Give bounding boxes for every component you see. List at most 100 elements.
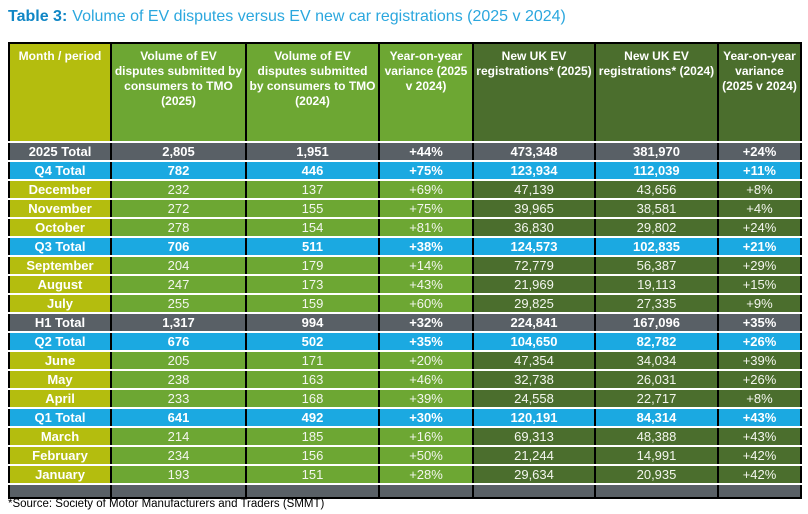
value-cell-disputes-variance <box>379 484 474 499</box>
value-cell-disputes-variance: +69% <box>379 180 474 200</box>
row-2025-total: 2025 Total 2,805 1,951 +44% 473,348 381,970 +2… <box>9 142 802 162</box>
value-cell-registrations-2025: 32,738 <box>473 370 596 390</box>
value-cell-registrations-2024: 19,113 <box>595 275 719 295</box>
row-may: May 238 163 +46% 32,738 26,031 +26% <box>9 370 802 390</box>
value-cell-disputes-2025 <box>111 484 247 499</box>
value-cell-registrations-2025: 47,354 <box>473 351 596 371</box>
row-july: July 255 159 +60% 29,825 27,335 +9% <box>9 294 802 314</box>
value-cell-registrations-2024: 26,031 <box>595 370 719 390</box>
period-label-cell: January <box>9 465 112 485</box>
value-cell-registrations-variance: +43% <box>718 427 802 447</box>
period-label-cell: H1 Total <box>9 313 112 333</box>
value-cell-registrations-variance: +11% <box>718 161 802 181</box>
value-cell-disputes-variance: +60% <box>379 294 474 314</box>
value-cell-registrations-2024: 112,039 <box>595 161 719 181</box>
column-header-disputes-2025: Volume of EV disputes submitted by consu… <box>111 43 247 143</box>
value-cell-registrations-2025: 69,313 <box>473 427 596 447</box>
value-cell-disputes-2024: 137 <box>246 180 380 200</box>
value-cell-disputes-variance: +75% <box>379 161 474 181</box>
value-cell-registrations-variance: +9% <box>718 294 802 314</box>
value-cell-registrations-2024: 82,782 <box>595 332 719 352</box>
value-cell-registrations-2025: 72,779 <box>473 256 596 276</box>
value-cell-disputes-2025: 1,317 <box>111 313 247 333</box>
value-cell-registrations-2025: 120,191 <box>473 408 596 428</box>
value-cell-disputes-2025: 272 <box>111 199 247 219</box>
period-label-cell: April <box>9 389 112 409</box>
value-cell-disputes-2025: 247 <box>111 275 247 295</box>
row-september: September 204 179 +14% 72,779 56,387 +29% <box>9 256 802 276</box>
row-q1-total: Q1 Total 641 492 +30% 120,191 84,314 +43% <box>9 408 802 428</box>
period-label-cell: Q4 Total <box>9 161 112 181</box>
value-cell-disputes-2025: 255 <box>111 294 247 314</box>
period-label-cell: 2025 Total <box>9 142 112 162</box>
value-cell-registrations-2024: 29,802 <box>595 218 719 238</box>
value-cell-registrations-2024: 27,335 <box>595 294 719 314</box>
period-label-cell: October <box>9 218 112 238</box>
value-cell-disputes-variance: +46% <box>379 370 474 390</box>
value-cell-registrations-variance: +42% <box>718 465 802 485</box>
row-h1-total: H1 Total 1,317 994 +32% 224,841 167,096 +35% <box>9 313 802 333</box>
row-february: February 234 156 +50% 21,244 14,991 +42% <box>9 446 802 466</box>
value-cell-registrations-2025: 29,825 <box>473 294 596 314</box>
row-april: April 233 168 +39% 24,558 22,717 +8% <box>9 389 802 409</box>
header-row: Month / period Volume of EV disputes subm… <box>9 43 802 143</box>
value-cell-registrations-2024: 14,991 <box>595 446 719 466</box>
period-label-cell: November <box>9 199 112 219</box>
value-cell-disputes-variance: +32% <box>379 313 474 333</box>
value-cell-registrations-2024: 102,835 <box>595 237 719 257</box>
value-cell-registrations-2024: 43,656 <box>595 180 719 200</box>
column-header-registrations-2024: New UK EV registrations* (2024) <box>595 43 719 143</box>
empty-row <box>9 484 802 499</box>
value-cell-disputes-variance: +75% <box>379 199 474 219</box>
value-cell-registrations-variance: +26% <box>718 370 802 390</box>
period-label-cell <box>9 484 112 499</box>
row-october: October 278 154 +81% 36,830 29,802 +24% <box>9 218 802 238</box>
value-cell-disputes-2025: 238 <box>111 370 247 390</box>
value-cell-registrations-2024: 167,096 <box>595 313 719 333</box>
value-cell-registrations-2025: 124,573 <box>473 237 596 257</box>
value-cell-disputes-2025: 234 <box>111 446 247 466</box>
value-cell-registrations-2025: 24,558 <box>473 389 596 409</box>
period-label-cell: March <box>9 427 112 447</box>
value-cell-registrations-variance: +15% <box>718 275 802 295</box>
value-cell-registrations-variance <box>718 484 802 499</box>
value-cell-registrations-2024: 48,388 <box>595 427 719 447</box>
value-cell-disputes-variance: +30% <box>379 408 474 428</box>
value-cell-disputes-variance: +38% <box>379 237 474 257</box>
period-label-cell: February <box>9 446 112 466</box>
value-cell-disputes-2025: 204 <box>111 256 247 276</box>
value-cell-disputes-2024: 155 <box>246 199 380 219</box>
value-cell-disputes-2024: 511 <box>246 237 380 257</box>
period-label-cell: Q1 Total <box>9 408 112 428</box>
value-cell-registrations-variance: +8% <box>718 180 802 200</box>
row-q3-total: Q3 Total 706 511 +38% 124,573 102,835 +21% <box>9 237 802 257</box>
value-cell-registrations-variance: +24% <box>718 218 802 238</box>
value-cell-registrations-2024: 38,581 <box>595 199 719 219</box>
value-cell-registrations-variance: +4% <box>718 199 802 219</box>
value-cell-registrations-variance: +8% <box>718 389 802 409</box>
value-cell-disputes-2024: 185 <box>246 427 380 447</box>
table-title-text: Volume of EV disputes versus EV new car … <box>72 8 566 25</box>
column-header-registrations-variance: Year-on-year variance (2025 v 2024) <box>718 43 802 143</box>
value-cell-registrations-2024: 34,034 <box>595 351 719 371</box>
period-label-cell: May <box>9 370 112 390</box>
value-cell-registrations-variance: +35% <box>718 313 802 333</box>
column-header-registrations-2025: New UK EV registrations* (2025) <box>473 43 596 143</box>
column-header-month-period: Month / period <box>9 43 112 143</box>
value-cell-registrations-2025: 21,244 <box>473 446 596 466</box>
value-cell-disputes-variance: +50% <box>379 446 474 466</box>
row-june: June 205 171 +20% 47,354 34,034 +39% <box>9 351 802 371</box>
value-cell-registrations-variance: +43% <box>718 408 802 428</box>
value-cell-disputes-2025: 641 <box>111 408 247 428</box>
value-cell-disputes-variance: +16% <box>379 427 474 447</box>
row-january: January 193 151 +28% 29,634 20,935 +42% <box>9 465 802 485</box>
row-december: December 232 137 +69% 47,139 43,656 +8% <box>9 180 802 200</box>
value-cell-disputes-2024: 994 <box>246 313 380 333</box>
table-header: Month / period Volume of EV disputes subm… <box>9 43 802 143</box>
period-label-cell: August <box>9 275 112 295</box>
value-cell-disputes-2025: 233 <box>111 389 247 409</box>
row-q2-total: Q2 Total 676 502 +35% 104,650 82,782 +26% <box>9 332 802 352</box>
value-cell-registrations-2024: 381,970 <box>595 142 719 162</box>
value-cell-disputes-variance: +81% <box>379 218 474 238</box>
